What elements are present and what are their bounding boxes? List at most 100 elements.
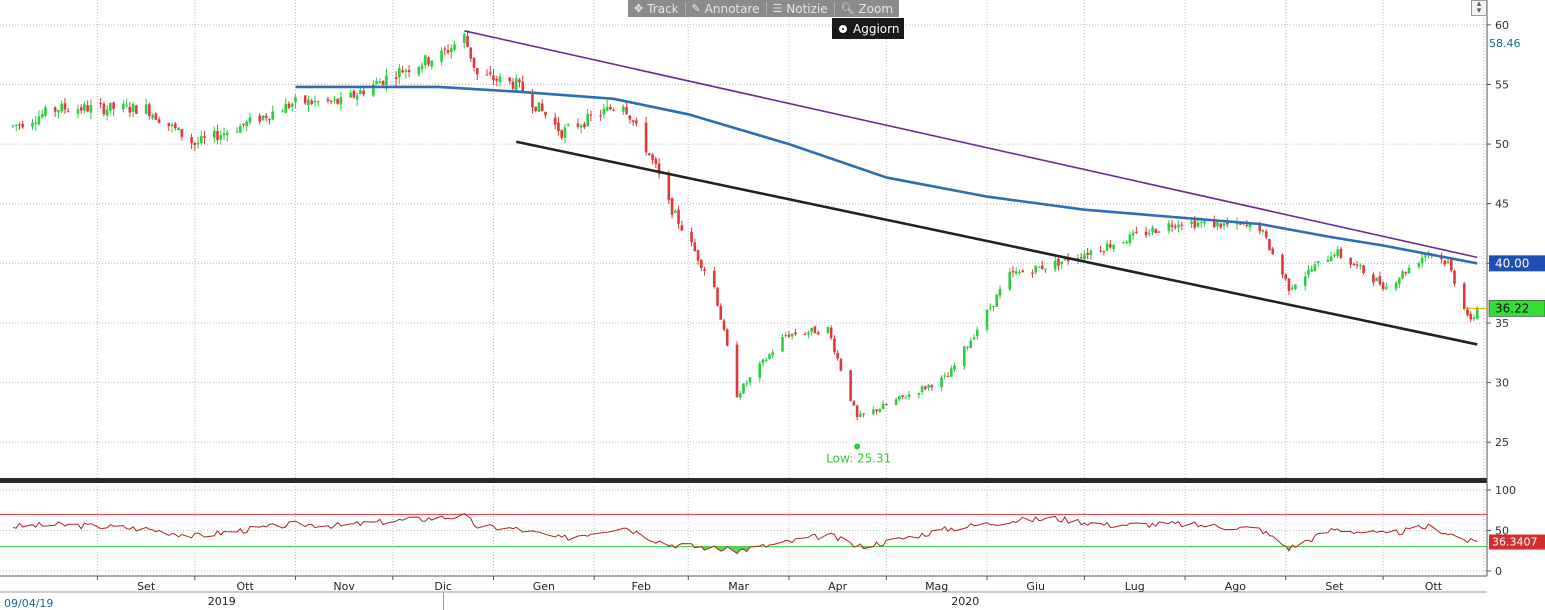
candle-body bbox=[443, 48, 447, 50]
candle-body bbox=[625, 107, 628, 114]
candle-body bbox=[972, 337, 976, 340]
candle-body bbox=[1349, 257, 1352, 265]
candle-body bbox=[988, 307, 992, 309]
overlay-lines: Low: 25.31 bbox=[295, 30, 1478, 466]
x-tick-label: Set bbox=[1325, 580, 1344, 593]
candle-body bbox=[579, 125, 583, 128]
candle-body bbox=[453, 44, 456, 50]
candle-body bbox=[790, 333, 794, 337]
candle-body bbox=[722, 320, 726, 330]
candle-body bbox=[1290, 287, 1294, 290]
candle-body bbox=[193, 143, 197, 145]
refresh-button[interactable]: Aggiorn bbox=[832, 18, 904, 39]
candle-body bbox=[472, 57, 476, 68]
candle-body bbox=[1109, 244, 1112, 248]
candle-body bbox=[294, 96, 297, 103]
candle-body bbox=[329, 100, 333, 102]
low-marker bbox=[854, 443, 861, 450]
candle-body bbox=[440, 50, 443, 62]
candle-body bbox=[1417, 263, 1421, 267]
chart-toolbar: ✥ Track ✎ Annotare ☰ Notizie 🔍︎ Zoom bbox=[628, 0, 899, 17]
last-price-box bbox=[1488, 300, 1545, 317]
candle-body bbox=[648, 153, 651, 156]
candle-body bbox=[313, 100, 317, 103]
candle-body bbox=[83, 104, 86, 111]
candle-body bbox=[894, 399, 898, 405]
candle-body bbox=[898, 396, 901, 400]
y-tick-label: 35 bbox=[1495, 317, 1509, 330]
candle-body bbox=[122, 103, 125, 110]
high-value-label: 58.46 bbox=[1489, 37, 1521, 50]
candle-body bbox=[816, 332, 820, 335]
candle-body bbox=[37, 116, 41, 125]
candle-body bbox=[1225, 222, 1229, 225]
candle-body bbox=[303, 95, 307, 104]
candle-body bbox=[151, 114, 154, 119]
candle-body bbox=[1177, 224, 1180, 228]
candle-body bbox=[1294, 284, 1297, 290]
candle-body bbox=[1122, 242, 1125, 244]
candle-body bbox=[917, 392, 921, 395]
candle-body bbox=[1102, 251, 1106, 253]
candle-body bbox=[966, 346, 969, 348]
candle-body bbox=[105, 109, 109, 116]
candle-body bbox=[375, 81, 378, 85]
rsi-y-tick-label: 0 bbox=[1495, 565, 1502, 578]
candle-body bbox=[424, 55, 427, 66]
candle-body bbox=[930, 385, 934, 388]
candle-body bbox=[11, 125, 15, 127]
candle-body bbox=[148, 104, 151, 117]
y-tick-label: 50 bbox=[1495, 138, 1509, 151]
candle-body bbox=[21, 124, 25, 128]
rsi-value-label: 36.3407 bbox=[1492, 536, 1538, 549]
candle-body bbox=[238, 125, 242, 133]
candle-body bbox=[644, 122, 648, 153]
candle-body bbox=[1355, 264, 1359, 266]
candle-body bbox=[1008, 271, 1012, 290]
x-tick-label: Gen bbox=[533, 580, 555, 593]
candle-body bbox=[154, 113, 158, 120]
candle-body bbox=[514, 78, 518, 92]
candle-body bbox=[427, 57, 430, 65]
candle-body bbox=[1378, 276, 1382, 285]
candle-body bbox=[135, 105, 138, 114]
candle-body bbox=[1148, 233, 1151, 235]
candle-body bbox=[693, 242, 697, 252]
candle-body bbox=[1089, 250, 1093, 256]
candle-body bbox=[398, 68, 401, 78]
candle-body bbox=[852, 401, 856, 406]
candle-body bbox=[112, 102, 115, 110]
candle-body bbox=[1083, 254, 1086, 260]
candle-body bbox=[349, 92, 352, 98]
zoom-button[interactable]: 🔍︎ Zoom bbox=[834, 0, 899, 17]
candle-body bbox=[66, 111, 70, 113]
candle-body bbox=[1469, 313, 1473, 320]
candle-body bbox=[131, 103, 135, 112]
candle-body bbox=[264, 115, 268, 118]
annotate-button[interactable]: ✎ Annotare bbox=[685, 0, 765, 17]
candle-body bbox=[1151, 227, 1154, 233]
candle-body bbox=[190, 137, 193, 144]
candle-body bbox=[1212, 219, 1216, 228]
candle-body bbox=[290, 103, 294, 107]
candle-body bbox=[771, 352, 775, 356]
candle-body bbox=[1216, 222, 1219, 227]
candle-body bbox=[901, 395, 904, 397]
candle-body bbox=[310, 100, 313, 105]
candle-body bbox=[326, 99, 330, 102]
panel-resize-icon[interactable]: ▴ ▾ bbox=[1471, 0, 1487, 16]
x-tick-label: Feb bbox=[631, 580, 650, 593]
candle-body bbox=[44, 107, 47, 116]
candle-body bbox=[992, 305, 995, 307]
candle-body bbox=[1261, 230, 1265, 232]
candle-body bbox=[962, 346, 966, 367]
candle-body bbox=[1287, 278, 1291, 291]
candle-body bbox=[1333, 254, 1336, 257]
candle-body bbox=[605, 106, 609, 111]
news-button[interactable]: ☰ Notizie bbox=[766, 0, 833, 17]
zoom-label: Zoom bbox=[858, 1, 894, 16]
candle-body bbox=[651, 154, 654, 160]
track-button[interactable]: ✥ Track bbox=[628, 0, 685, 17]
toolbar-divider bbox=[765, 2, 767, 15]
